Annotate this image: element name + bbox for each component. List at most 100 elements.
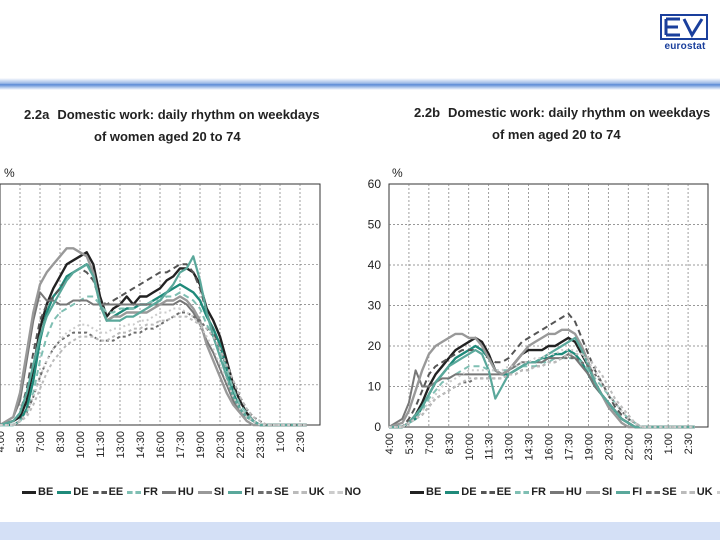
chart-b-y-axis-label: %: [392, 166, 403, 180]
chart-a-number: 2.2a: [24, 107, 50, 122]
legend-item-se: SE: [646, 486, 677, 498]
chart-b-series-no: [389, 349, 695, 428]
legend-swatch-uk: [292, 490, 307, 494]
chart-a-x-tick-label: 2:30: [295, 431, 307, 452]
legend-item-fr: FR: [515, 486, 546, 498]
legend-item-de: DE: [445, 486, 477, 498]
legend-swatch-si: [585, 490, 600, 494]
chart-b-y-tick-label: 10: [368, 380, 382, 394]
legend-label-uk: UK: [308, 486, 325, 498]
chart-a-x-tick-label: 17:30: [175, 431, 187, 459]
chart-a-plot: 4:00 5:30 7:00 8:30 10:00 11:30 13:00 14:30 16:0…: [0, 166, 321, 459]
legend-label-be: BE: [38, 486, 54, 498]
legend-swatch-uk: [680, 490, 695, 494]
legend-swatch-fi: [616, 490, 631, 494]
chart-b-number: 2.2b: [414, 105, 441, 120]
legend-label-si: SI: [601, 486, 613, 498]
legend-label-fr: FR: [531, 486, 546, 498]
legend-swatch-de: [445, 490, 460, 494]
legend-label-no: NO: [344, 486, 362, 498]
legend-swatch-hu: [161, 490, 176, 494]
legend-item-uk: UK: [680, 486, 713, 498]
chart-a-x-tick-label: 10:00: [75, 431, 87, 459]
chart-b-x-tick-label: 19:00: [583, 433, 595, 461]
legend-label-se: SE: [662, 486, 677, 498]
legend-swatch-se: [646, 490, 660, 494]
chart-a-x-tick-label: 5:30: [15, 431, 27, 452]
legend-item-de: DE: [57, 486, 89, 498]
chart-b-x-tick-label: 14:30: [524, 433, 536, 461]
legend-item-ee: EE: [480, 486, 512, 498]
chart-b-x-tick-label: 11:30: [484, 433, 496, 460]
legend-label-si: SI: [213, 486, 225, 498]
chart-a-y-axis-label: %: [4, 166, 15, 180]
legend-item-ee: EE: [92, 486, 123, 498]
chart-a-x-tick-label: 4:00: [0, 431, 7, 452]
chart-b-y-tick-label: 40: [368, 258, 382, 272]
chart-b-x-tick-label: 10:00: [464, 433, 476, 461]
chart-a-x-tick-label: 20:30: [215, 431, 227, 459]
chart-a-x-tick-label: 23:30: [255, 431, 267, 459]
chart-b-x-tick-label: 4:00: [384, 433, 396, 454]
chart-a-x-tick-label: 14:30: [135, 431, 147, 459]
legend-swatch-fi: [228, 490, 243, 494]
legend-item-fr: FR: [127, 486, 158, 498]
chart-b-x-tick-label: 16:00: [544, 433, 556, 461]
legend-swatch-be: [22, 490, 36, 494]
legend-label-fi: FI: [244, 486, 254, 498]
chart-a-x-tick-label: 7:00: [35, 431, 47, 452]
legend-item-hu: HU: [549, 486, 582, 498]
chart-b-x-tick-label: 20:30: [603, 433, 615, 461]
chart-b-x-tick-label: 17:30: [563, 433, 575, 461]
chart-a-legend: BE DE EE FR HU SI FI SE UK NO: [22, 486, 365, 498]
chart-b-x-tick-label: 7:00: [424, 433, 436, 454]
chart-b-y-tick-label: 50: [368, 218, 382, 232]
legend-swatch-fr: [127, 490, 142, 494]
chart-b-subtitle: of men aged 20 to 74: [492, 127, 621, 142]
chart-a-x-tick-label: 19:00: [195, 431, 207, 459]
chart-b-y-tick-label: 60: [368, 177, 382, 191]
chart-a-x-tick-label: 8:30: [55, 431, 67, 452]
chart-a-title-text: Domestic work: daily rhythm on weekdays: [57, 107, 320, 122]
legend-item-hu: HU: [161, 486, 194, 498]
chart-b-title-text: Domestic work: daily rhythm on weekdays: [448, 105, 711, 120]
legend-label-fr: FR: [143, 486, 158, 498]
legend-label-hu: HU: [177, 486, 194, 498]
chart-b-x-tick-label: 23:30: [643, 433, 655, 461]
legend-label-fi: FI: [632, 486, 642, 498]
chart-a-x-tick-label: 16:00: [155, 431, 167, 459]
legend-item-be: BE: [410, 486, 441, 498]
legend-label-de: DE: [461, 486, 477, 498]
legend-label-de: DE: [73, 486, 89, 498]
legend-swatch-hu: [549, 490, 564, 494]
chart-a-x-tick-label: 13:00: [115, 431, 127, 459]
legend-item-be: BE: [22, 486, 53, 498]
chart-b-x-tick-label: 2:30: [683, 433, 695, 454]
chart-a-x-tick-label: 22:00: [235, 431, 247, 459]
chart-b-y-tick-label: 30: [368, 299, 382, 313]
legend-swatch-fr: [515, 490, 530, 494]
chart-a-title: 2.2a Domestic work: daily rhythm on weekd…: [24, 106, 320, 123]
legend-label-ee: EE: [496, 486, 512, 498]
eurostat-logo-text: eurostat: [664, 41, 706, 52]
chart-a-subtitle: of women aged 20 to 74: [94, 129, 241, 144]
legend-swatch-no: [328, 490, 343, 494]
chart-a-x-tick-label: 11:30: [95, 431, 107, 458]
legend-swatch-si: [197, 490, 212, 494]
chart-b-x-tick-label: 22:00: [623, 433, 635, 461]
footer-band: [0, 522, 720, 540]
legend-swatch-de: [57, 490, 72, 494]
chart-a-series-se: [0, 311, 307, 426]
legend-label-be: BE: [426, 486, 442, 498]
header-band: [0, 78, 720, 90]
chart-b-y-tick-label: 0: [374, 420, 381, 434]
legend-item-fi: FI: [228, 486, 254, 498]
chart-a-x-tick-label: 1:00: [275, 431, 287, 452]
chart-b-y-tick-label: 20: [368, 339, 382, 353]
chart-a-series-si: [0, 247, 307, 427]
legend-item-uk: UK: [292, 486, 325, 498]
legend-swatch-ee: [480, 490, 495, 494]
chart-a-series-fi: [0, 255, 307, 427]
